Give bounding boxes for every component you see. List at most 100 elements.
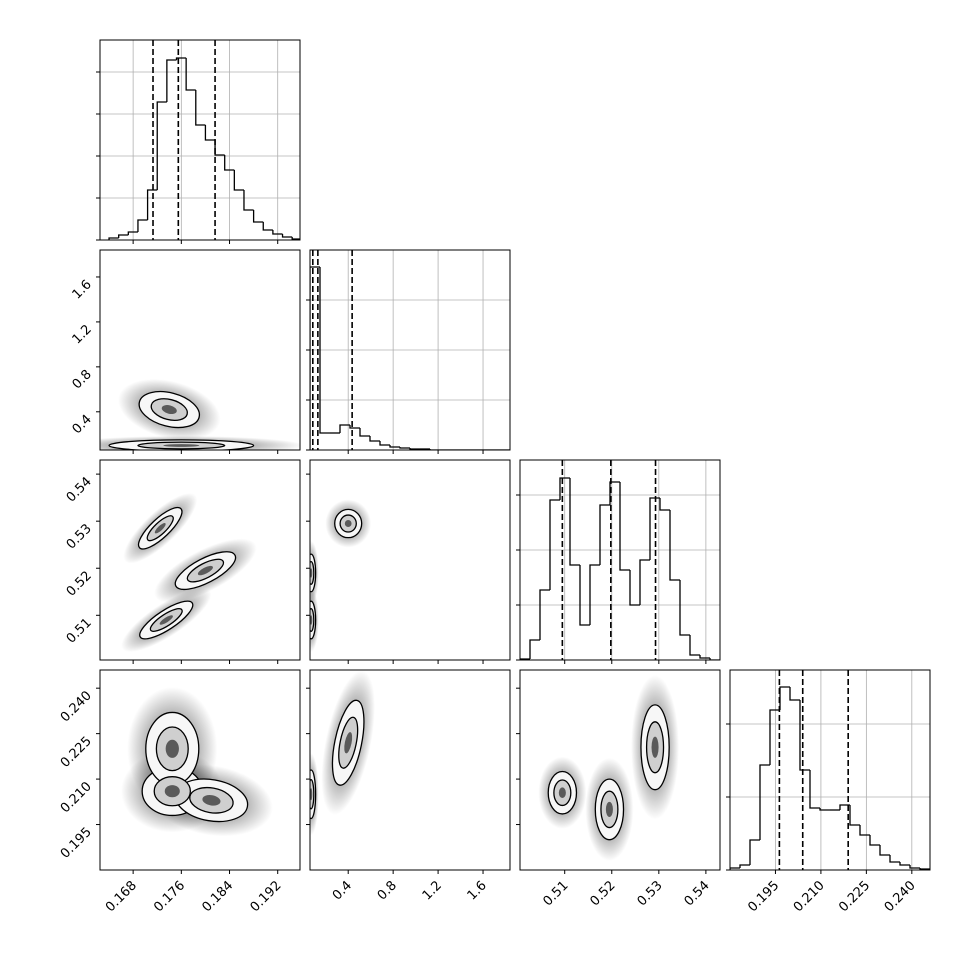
y-tick-label: 0.240 [58, 688, 95, 725]
histogram-bin [809, 770, 820, 809]
histogram-bin [669, 510, 680, 581]
density-core [163, 444, 200, 447]
histogram-bin [281, 234, 293, 238]
density-core [202, 795, 221, 806]
panel-frame [519, 669, 721, 871]
histogram-bin [769, 709, 780, 765]
panel-frame [309, 249, 511, 451]
histogram-bin [399, 447, 410, 449]
density-core [310, 615, 313, 625]
histogram-bin [214, 140, 225, 156]
y-tick-label: 1.6 [70, 277, 95, 302]
x-tick-label: 0.184 [199, 878, 236, 915]
x-tick-label: 0.210 [791, 878, 828, 915]
x-tick-label: 0.168 [103, 878, 140, 915]
histogram-bin [619, 482, 630, 571]
histogram-bin [639, 559, 650, 605]
histogram-bin [869, 835, 880, 846]
histogram-bin [137, 219, 148, 232]
panel-frame [729, 669, 931, 871]
density-core [344, 520, 352, 528]
histogram-steps [108, 57, 300, 240]
histogram [726, 670, 930, 871]
y-tick-label: 0.53 [64, 521, 95, 552]
histogram-bin [291, 237, 300, 240]
histogram-steps [310, 266, 510, 450]
density-panel [310, 499, 372, 652]
histogram-bin [889, 855, 900, 863]
histogram-bin [859, 825, 870, 836]
histogram-bin [359, 428, 370, 437]
x-tick-label: 0.54 [682, 878, 713, 909]
x-tick-label: 0.195 [745, 878, 782, 915]
histogram-bin [579, 565, 590, 626]
histogram-bin [799, 700, 810, 771]
histogram-bin [559, 477, 570, 500]
histogram-bin [429, 449, 440, 450]
x-tick-label: 0.176 [151, 878, 188, 915]
density-core [197, 565, 213, 576]
x-tick-label: 0.53 [635, 878, 666, 909]
histogram-bin [549, 499, 560, 590]
histogram-bin [204, 125, 216, 141]
histogram-bin [310, 266, 320, 450]
y-tick-label: 0.225 [58, 734, 95, 771]
histogram-bin [233, 170, 244, 191]
histogram-bin [262, 222, 273, 231]
x-tick-label: 0.52 [588, 878, 619, 909]
histogram-bin [819, 808, 830, 811]
density-core [159, 615, 173, 625]
x-tick-label: 0.225 [836, 878, 873, 915]
density-panel [538, 675, 680, 861]
histogram-bin [909, 865, 920, 869]
histogram-bin [709, 658, 720, 660]
x-tick-label: 0.8 [375, 878, 400, 903]
histogram-bin [195, 90, 206, 126]
y-tick-label: 1.2 [70, 322, 95, 347]
histogram-bin [679, 580, 690, 636]
y-tick-label: 0.54 [64, 474, 95, 505]
histogram-bin [539, 589, 550, 640]
histogram-bin [689, 635, 700, 656]
density-core [344, 732, 353, 754]
x-tick-label: 0.240 [882, 878, 919, 915]
panel-frame [519, 459, 721, 661]
histogram-bin [599, 504, 610, 565]
x-tick-label: 0.51 [540, 878, 571, 909]
histogram-bin [649, 497, 660, 560]
density-panel [310, 670, 375, 836]
histogram-bin [339, 424, 350, 433]
histogram-bin [730, 867, 740, 870]
density-core [310, 788, 313, 801]
histogram-bin [389, 445, 400, 448]
density-panel [121, 686, 273, 837]
histogram-bin [127, 231, 138, 235]
histogram-bin [529, 639, 540, 659]
histogram-bin [879, 845, 890, 856]
histogram-bin [166, 59, 177, 102]
histogram-bin [919, 868, 930, 870]
histogram [516, 460, 720, 661]
density-core [165, 739, 179, 758]
histogram-bin [146, 189, 158, 220]
y-tick-label: 0.195 [58, 825, 95, 862]
histogram-bin [272, 230, 283, 235]
y-tick-label: 0.210 [58, 779, 95, 816]
panel-frame [99, 39, 301, 241]
histogram-bin [569, 478, 580, 566]
density-core [310, 568, 313, 578]
histogram-bin [739, 864, 750, 868]
histogram-bin [589, 564, 600, 625]
x-tick-label: 0.4 [330, 878, 355, 903]
histogram-bin [349, 425, 360, 429]
histogram-bin [379, 441, 390, 446]
histogram-bin [609, 481, 620, 505]
histogram-steps [520, 477, 720, 660]
histogram-bin [175, 57, 187, 60]
panel-frame [309, 459, 511, 661]
histogram-bin [185, 58, 196, 91]
y-tick-label: 0.52 [64, 568, 95, 599]
histogram [96, 40, 300, 241]
histogram-bin [156, 101, 167, 190]
